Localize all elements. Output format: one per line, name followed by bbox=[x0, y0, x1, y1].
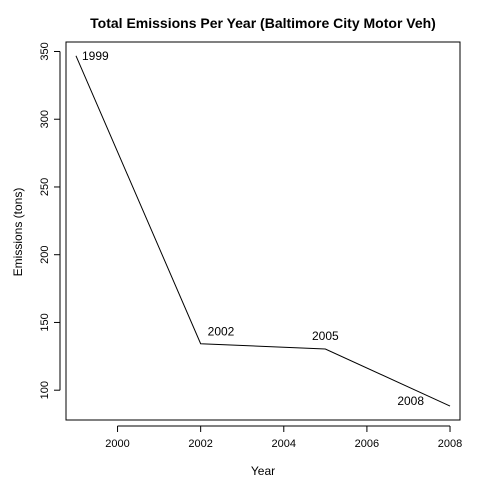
series-layer bbox=[75, 55, 451, 407]
point-label: 2008 bbox=[397, 394, 424, 408]
x-tick-label: 2008 bbox=[438, 438, 462, 450]
y-tick-label: 100 bbox=[39, 381, 51, 399]
chart-title: Total Emissions Per Year (Baltimore City… bbox=[90, 15, 436, 31]
y-axis: 100 150 200 250 300 350 bbox=[39, 42, 61, 399]
x-tick-label: 2006 bbox=[355, 438, 379, 450]
y-tick-label: 200 bbox=[39, 246, 51, 264]
x-tick-label: 2000 bbox=[105, 438, 129, 450]
plot-frame bbox=[65, 41, 461, 421]
x-axis: 2000 2002 2004 2006 2008 bbox=[105, 425, 462, 450]
x-axis-label: Year bbox=[251, 464, 275, 478]
y-tick-label: 350 bbox=[39, 42, 51, 60]
point-labels-layer: 1999 2002 2005 2008 bbox=[82, 49, 424, 408]
y-tick-label: 250 bbox=[39, 178, 51, 196]
y-tick-label: 300 bbox=[39, 110, 51, 128]
point-label: 2005 bbox=[312, 329, 339, 343]
emissions-series-line bbox=[75, 55, 451, 407]
x-tick-label: 2002 bbox=[188, 438, 212, 450]
x-tick-label: 2004 bbox=[272, 438, 296, 450]
y-tick-label: 150 bbox=[39, 313, 51, 331]
point-label: 1999 bbox=[82, 49, 109, 63]
point-label: 2002 bbox=[208, 325, 235, 339]
y-axis-label: Emissions (tons) bbox=[11, 188, 25, 277]
